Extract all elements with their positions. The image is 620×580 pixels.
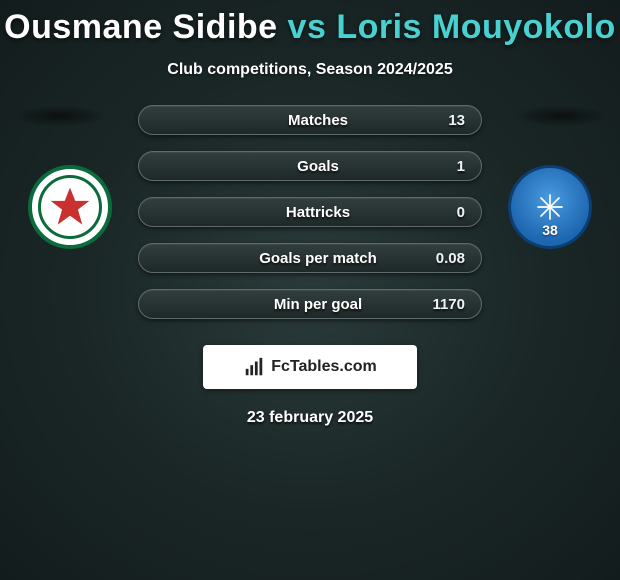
- stat-row: Matches 13: [138, 105, 482, 135]
- stat-value: 1170: [432, 296, 465, 313]
- red-star-crest: [28, 165, 112, 249]
- stat-value: 1: [457, 158, 465, 175]
- club-badge-right: 38: [508, 165, 592, 249]
- comparison-title: Ousmane Sidibe vs Loris Mouyokolo: [0, 0, 620, 47]
- grenoble-crest: 38: [508, 165, 592, 249]
- stat-row: Goals per match 0.08: [138, 243, 482, 273]
- bar-chart-icon: [243, 356, 265, 378]
- vs-label: vs: [288, 8, 327, 46]
- brand-text: FcTables.com: [271, 358, 377, 376]
- crest-ring: [38, 175, 102, 239]
- stat-row: Min per goal 1170: [138, 289, 482, 319]
- player1-shadow: [12, 105, 108, 127]
- stat-value: 0: [457, 204, 465, 221]
- comparison-body: 38 Matches 13 Goals 1 Hattricks 0 Goals …: [0, 105, 620, 427]
- club-badge-left: [28, 165, 112, 249]
- stat-row: Goals 1: [138, 151, 482, 181]
- snowflake-icon: [535, 192, 565, 222]
- stat-label: Min per goal: [274, 296, 362, 313]
- stat-label: Goals: [297, 158, 339, 175]
- stat-label: Matches: [288, 112, 348, 129]
- snapshot-date: 23 february 2025: [0, 409, 620, 427]
- stat-label: Hattricks: [286, 204, 350, 221]
- stat-value: 0.08: [436, 250, 465, 267]
- stat-row: Hattricks 0: [138, 197, 482, 227]
- brand-badge: FcTables.com: [203, 345, 417, 389]
- stats-list: Matches 13 Goals 1 Hattricks 0 Goals per…: [138, 105, 482, 319]
- player2-name: Loris Mouyokolo: [336, 8, 616, 46]
- stat-label: Goals per match: [259, 250, 377, 267]
- subtitle: Club competitions, Season 2024/2025: [0, 61, 620, 79]
- player2-shadow: [512, 105, 608, 127]
- stat-value: 13: [448, 112, 465, 129]
- player1-name: Ousmane Sidibe: [4, 8, 277, 46]
- crest-number: 38: [542, 222, 558, 238]
